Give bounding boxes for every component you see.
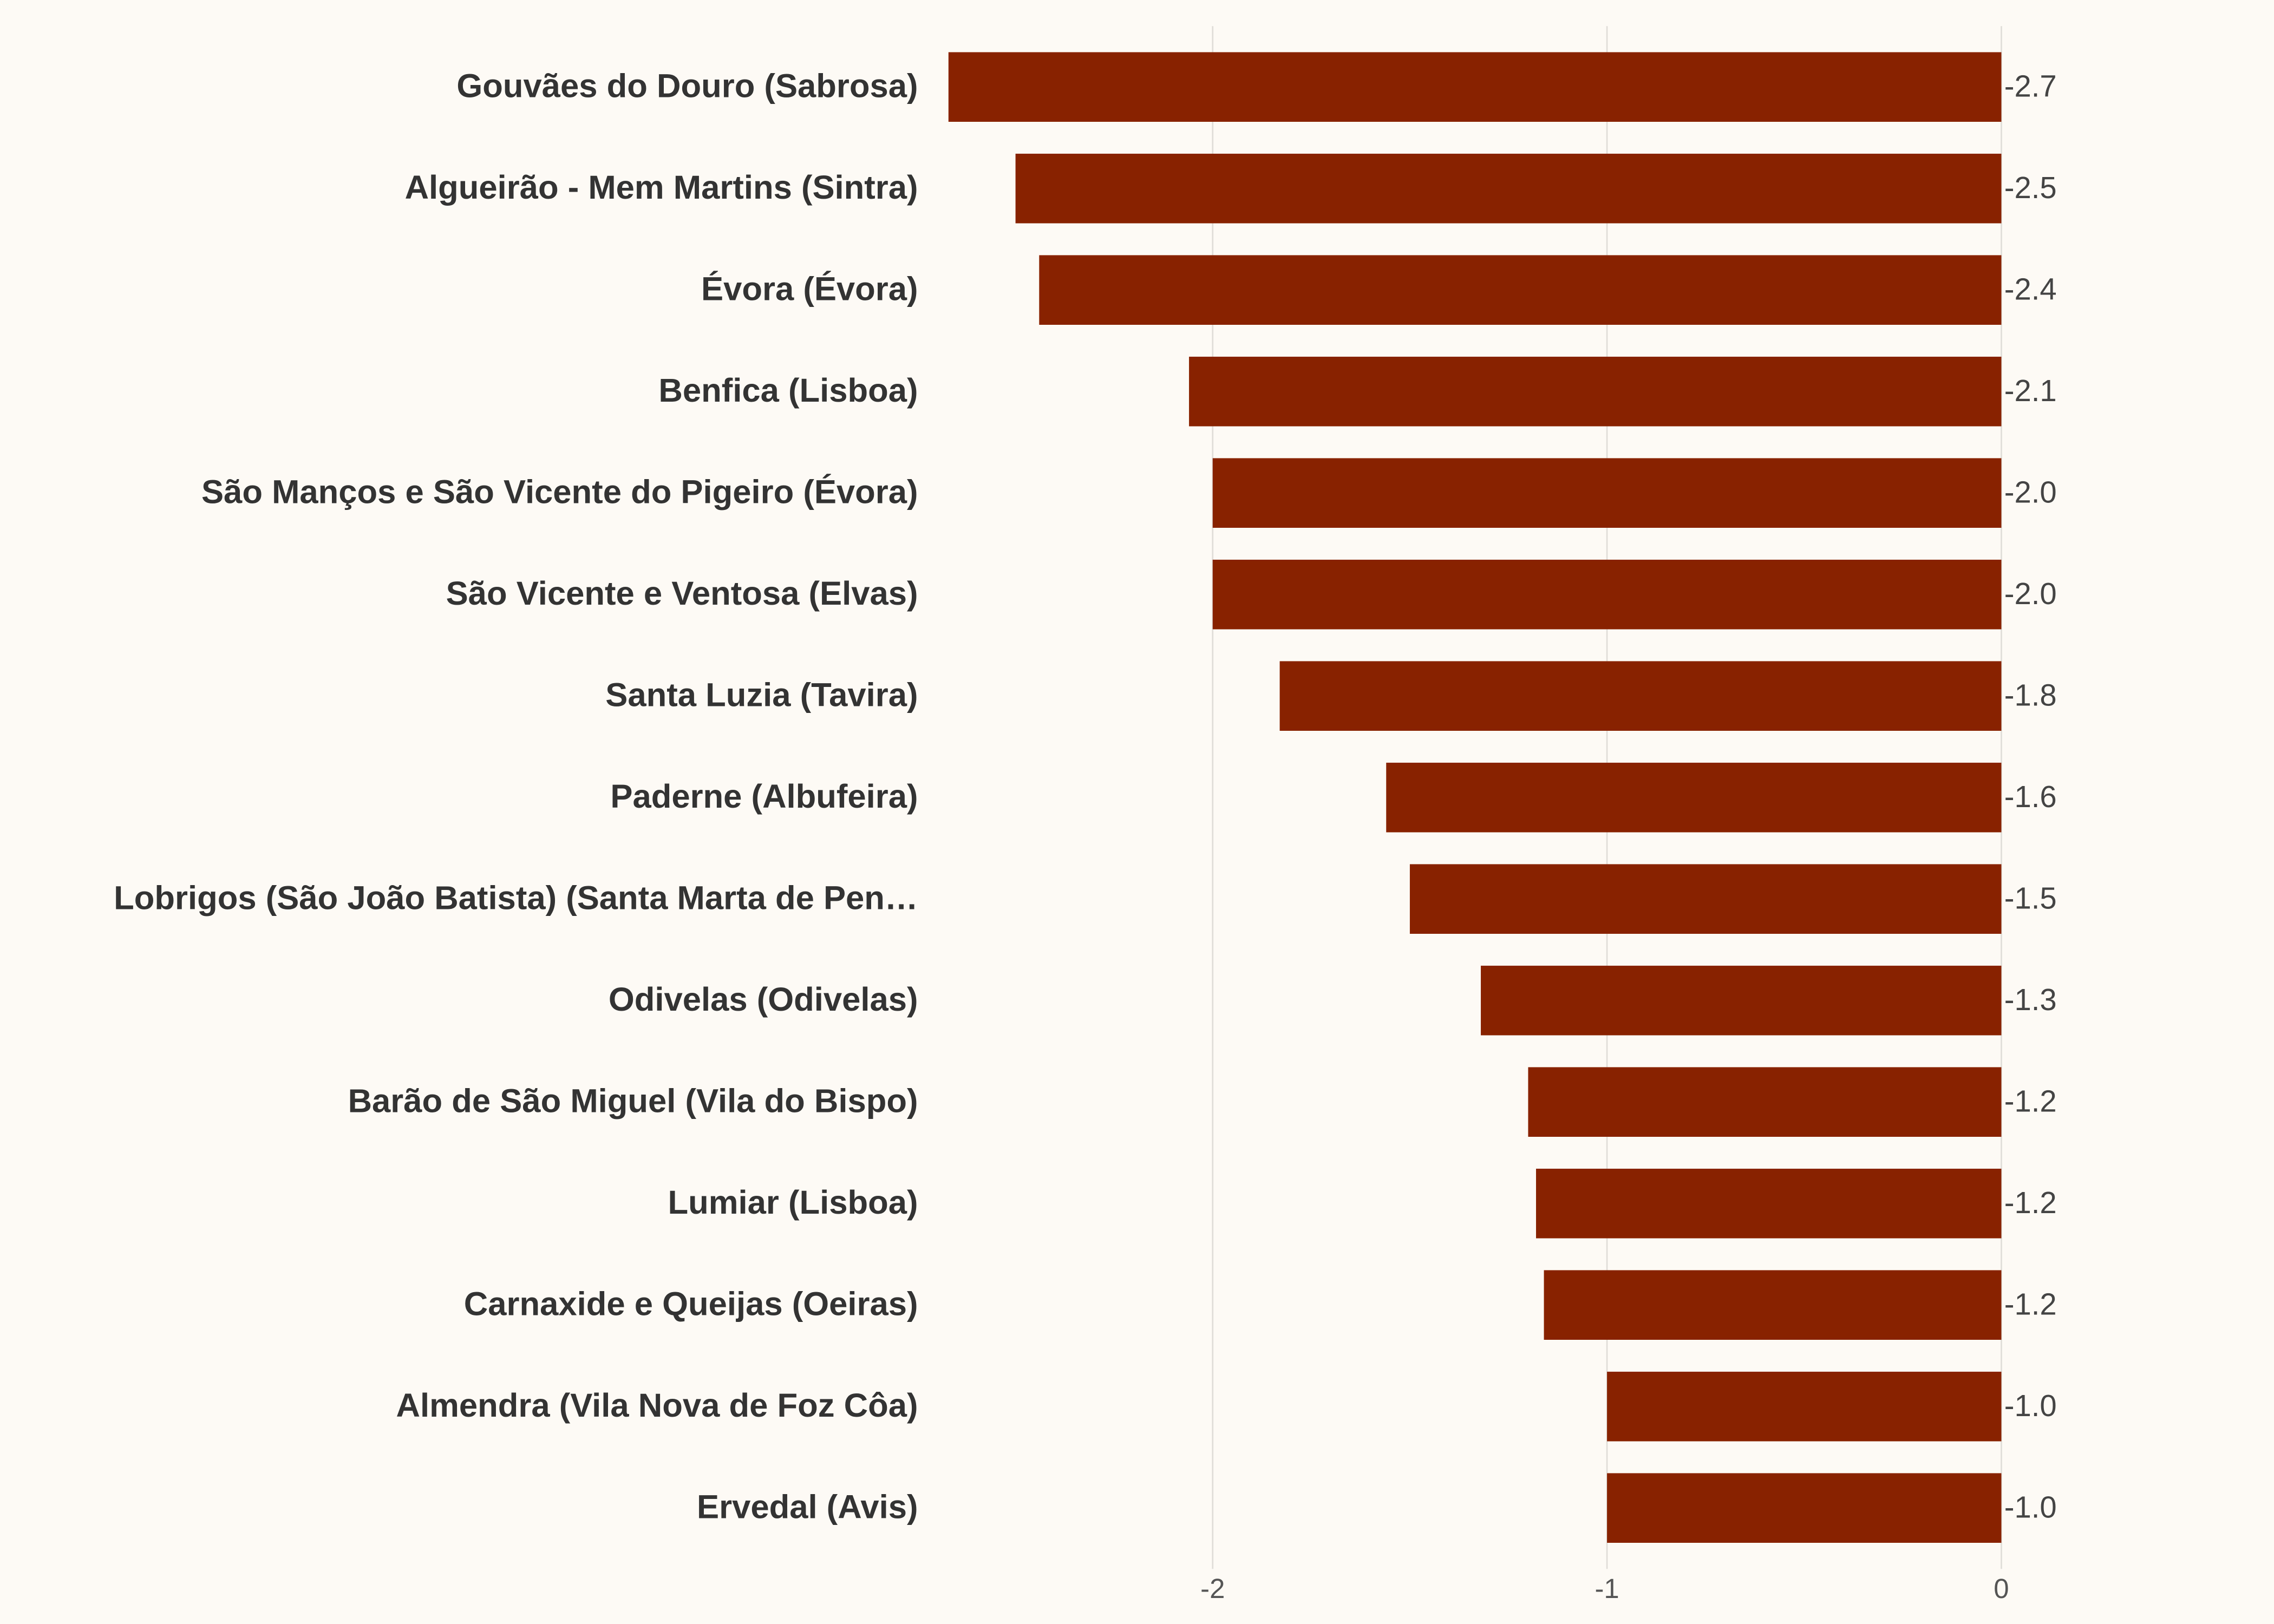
bar: [1544, 1270, 2002, 1340]
category-label: Benfica (Lisboa): [658, 372, 918, 409]
x-tick-label: -1: [1595, 1573, 1619, 1604]
value-label: -2.4: [2004, 272, 2057, 306]
value-label: -1.0: [2004, 1490, 2057, 1524]
category-label: Paderne (Albufeira): [610, 778, 918, 815]
value-label: -2.5: [2004, 171, 2057, 205]
category-label: Barão de São Miguel (Vila do Bispo): [348, 1083, 918, 1120]
value-label: -2.1: [2004, 374, 2057, 408]
bar: [1535, 1168, 2002, 1239]
bar: [1409, 864, 2002, 934]
category-label: Almendra (Vila Nova de Foz Côa): [396, 1387, 918, 1424]
bar: [1015, 153, 2002, 224]
bar: [1212, 559, 2002, 630]
bar: [948, 52, 2002, 122]
value-label: -1.2: [2004, 1084, 2057, 1118]
bar: [1607, 1371, 2002, 1442]
value-label: -2.7: [2004, 69, 2057, 103]
category-label: Ervedal (Avis): [697, 1489, 918, 1526]
value-label: -1.6: [2004, 780, 2057, 814]
x-tick-label: -2: [1200, 1573, 1225, 1604]
category-label: Carnaxide e Queijas (Oeiras): [464, 1286, 918, 1323]
category-label: São Vicente e Ventosa (Elvas): [446, 575, 918, 612]
x-tick-label: 0: [1994, 1573, 2009, 1604]
bar: [1039, 255, 2002, 325]
value-label: -2.0: [2004, 577, 2057, 611]
bar: [1212, 458, 2002, 528]
bar: [1481, 965, 2002, 1036]
category-label: Gouvães do Douro (Sabrosa): [456, 68, 918, 105]
value-label: -1.2: [2004, 1186, 2057, 1220]
bar: [1279, 661, 2002, 731]
bar: [1528, 1067, 2002, 1137]
bar: [1189, 356, 2002, 427]
value-label: -2.0: [2004, 475, 2057, 509]
category-label: Lobrigos (São João Batista) (Santa Marta…: [114, 880, 918, 917]
category-label: São Manços e São Vicente do Pigeiro (Évo…: [201, 474, 918, 511]
bar: [1386, 762, 2002, 833]
value-label: -1.8: [2004, 678, 2057, 712]
category-label: Santa Luzia (Tavira): [605, 677, 918, 714]
value-label: -1.5: [2004, 881, 2057, 915]
value-label: -1.3: [2004, 983, 2057, 1017]
value-label: -1.0: [2004, 1389, 2057, 1423]
category-label: Algueirão - Mem Martins (Sintra): [405, 169, 918, 206]
bar: [1607, 1473, 2002, 1543]
category-label: Odivelas (Odivelas): [609, 981, 918, 1018]
value-label: -1.2: [2004, 1287, 2057, 1321]
category-label: Évora (Évora): [701, 271, 918, 308]
category-label: Lumiar (Lisboa): [668, 1184, 918, 1221]
